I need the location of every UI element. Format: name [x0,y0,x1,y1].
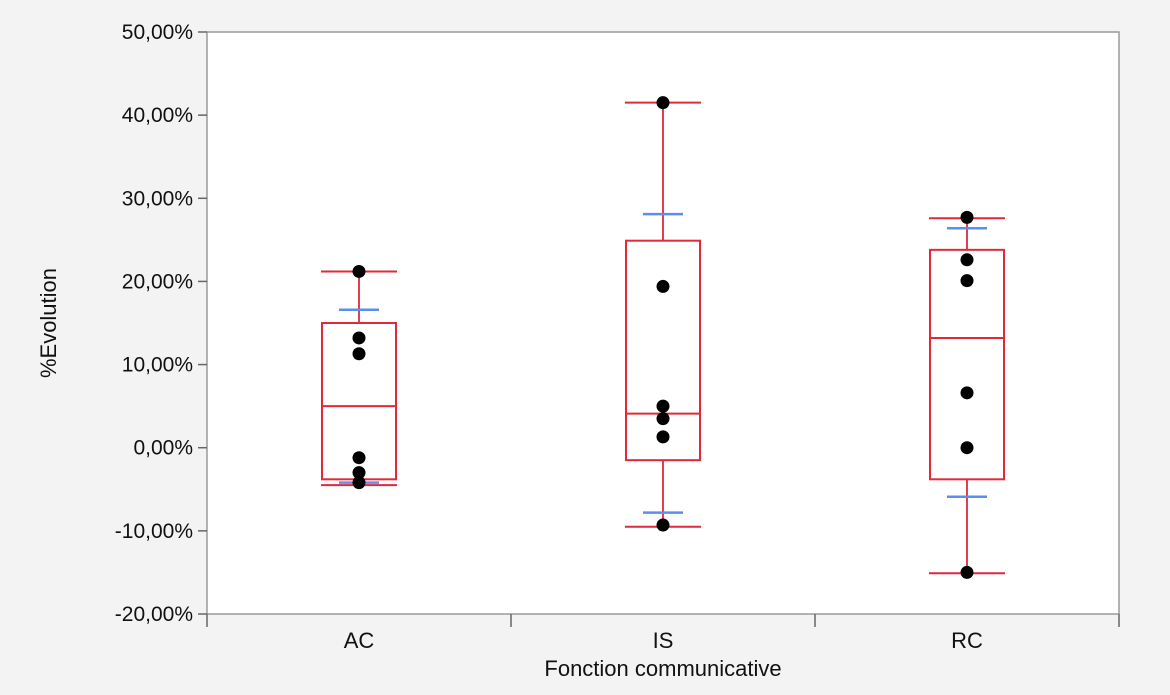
y-tick-label: 30,00% [122,187,193,210]
iqr-box [929,248,1005,481]
y-tick-label: 10,00% [122,354,193,377]
data-point [656,430,670,444]
data-point [352,331,366,345]
y-tick-label: -10,00% [115,520,193,543]
data-point [960,441,974,455]
data-point [656,96,670,110]
data-point [960,253,974,267]
data-point [352,264,366,278]
data-point [352,466,366,480]
y-tick-label: -20,00% [115,603,193,626]
x-axis: AC IS RC [206,614,1120,653]
data-point [960,386,974,400]
data-point [352,347,366,361]
y-axis: 50,00% 40,00% 30,00% 20,00% 10,00% 0,00% -10,0… [115,21,207,626]
data-point [352,451,366,465]
y-tick-label: 50,00% [122,21,193,44]
data-point [656,399,670,413]
data-point [960,210,974,224]
data-point [656,412,670,426]
data-point [656,279,670,293]
x-tick-label: IS [653,628,674,653]
data-point [656,518,670,532]
x-axis-title: Fonction communicative [544,656,781,681]
data-point [960,565,974,579]
y-tick-label: 20,00% [122,270,193,293]
y-tick-label: 0,00% [133,437,193,460]
y-tick-label: 40,00% [122,104,193,127]
data-point [352,476,366,490]
x-tick-label: AC [344,628,375,653]
x-tick-label: RC [951,628,983,653]
y-axis-title: %Evolution [36,268,61,378]
data-point [960,274,974,288]
iqr-box [625,239,701,462]
points-layer [352,96,974,579]
